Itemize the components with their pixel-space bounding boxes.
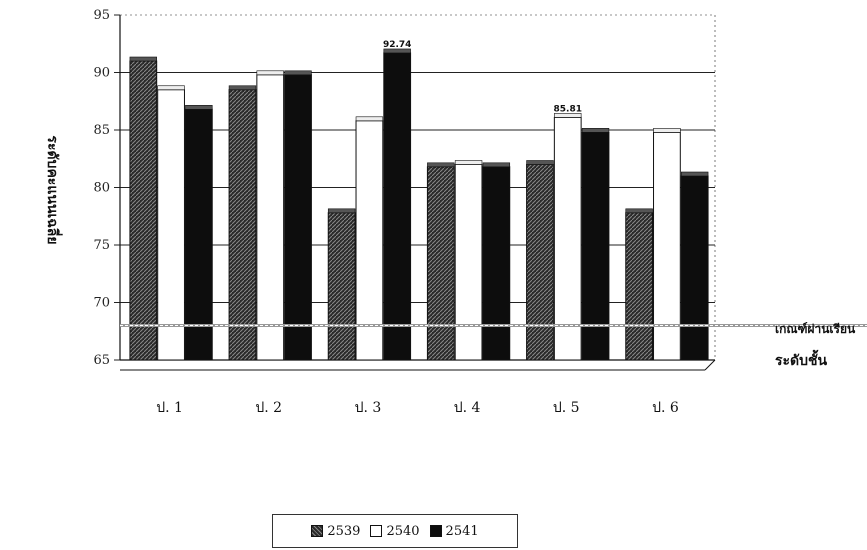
reference-line-label: เกณฑ์ผ่านเรียน — [775, 322, 856, 336]
bar — [327, 212, 356, 361]
legend-label: 2539 — [327, 523, 361, 539]
bar — [129, 60, 158, 361]
bar-top — [157, 85, 185, 91]
bar — [383, 52, 412, 361]
bar-top — [129, 56, 157, 62]
x-tick-label: ป. 5 — [553, 400, 580, 416]
bar-top — [284, 70, 312, 76]
bar-top — [327, 208, 356, 214]
x-tick-label: ป. 4 — [454, 400, 481, 416]
bar-top — [680, 171, 709, 177]
y-tick-label: 65 — [93, 353, 110, 368]
x-tick-label: ป. 1 — [156, 400, 183, 416]
bar-top — [427, 162, 455, 168]
bar-top — [625, 208, 653, 214]
y-axis-label: ระดับคะแนนเฉลี่ย — [44, 135, 63, 244]
bar-top — [653, 128, 681, 133]
bar — [157, 89, 185, 361]
y-tick-label: 80 — [93, 181, 110, 196]
legend-swatch — [370, 525, 383, 537]
bar — [581, 131, 610, 361]
legend-swatch — [429, 525, 442, 537]
bar — [625, 212, 654, 361]
bar — [454, 164, 483, 361]
bar — [284, 74, 312, 361]
x-axis-label: ระดับชั้น — [775, 349, 828, 369]
bar — [184, 108, 213, 361]
bar — [426, 166, 455, 361]
y-tick-label: 85 — [93, 123, 110, 138]
bar-top — [355, 116, 384, 122]
bar — [526, 164, 554, 361]
y-tick-label: 90 — [93, 66, 110, 81]
legend: 2539 2540 2541 — [272, 514, 518, 548]
legend-swatch — [311, 525, 324, 537]
bar-top — [581, 128, 610, 133]
bar — [482, 166, 511, 361]
data-label: 92.74 — [383, 40, 411, 50]
bar-top — [526, 160, 554, 165]
floor-edge — [704, 359, 716, 371]
x-tick-label: ป. 2 — [255, 400, 282, 416]
bar-top — [554, 113, 582, 118]
bar-top — [185, 105, 213, 110]
bar-top — [482, 162, 511, 168]
bar — [553, 116, 582, 361]
x-tick-label: ป. 3 — [355, 400, 382, 416]
legend-label: 2541 — [445, 523, 479, 539]
data-label: 85.81 — [554, 104, 582, 114]
bar — [256, 74, 285, 361]
bar-top — [454, 160, 483, 165]
legend-item: 2539 — [311, 524, 360, 539]
legend-item: 2541 — [429, 523, 479, 539]
legend-item: 2540 — [370, 523, 420, 539]
bar — [228, 89, 257, 361]
bar-top — [256, 70, 284, 76]
bar — [680, 175, 709, 361]
legend-label: 2540 — [386, 523, 420, 539]
y-tick-label: 70 — [93, 296, 110, 311]
bar-top — [383, 48, 411, 54]
x-tick-label: ป. 6 — [652, 400, 679, 416]
bar — [653, 131, 681, 361]
y-tick-label: 75 — [93, 238, 110, 253]
y-tick-label: 95 — [93, 8, 110, 23]
bar-top — [228, 85, 257, 91]
